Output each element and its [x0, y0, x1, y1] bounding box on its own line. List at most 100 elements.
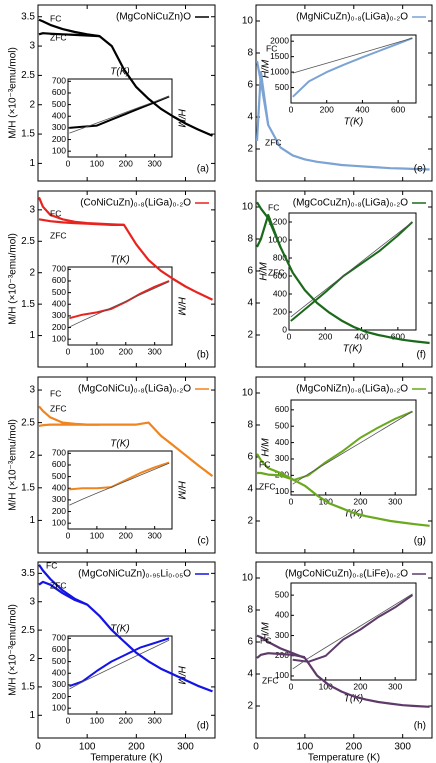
- annotation: FC: [50, 13, 61, 23]
- inset-x-label: T(K): [110, 67, 129, 78]
- y-tick-label: 10: [242, 388, 254, 399]
- inset-y-tick-label: 300: [275, 453, 289, 463]
- x-tick-label: 100: [297, 742, 314, 753]
- inset-y-tick-label: 800: [273, 252, 287, 262]
- y-tick-label: 4: [247, 669, 253, 680]
- annotation: FC: [266, 43, 277, 53]
- annotation: FC: [50, 388, 61, 398]
- y-tick-label: 8: [247, 48, 253, 59]
- inset-y-tick-label: 200: [273, 306, 287, 316]
- x-axis-label: Temperature (K): [90, 753, 162, 763]
- y-tick-label: 2: [29, 267, 35, 278]
- inset-x-tick-label: 200: [119, 158, 133, 168]
- inset-x-tick-label: 0: [289, 496, 294, 506]
- y-tick-label: 1: [29, 158, 35, 169]
- annotation: ZFC: [50, 32, 67, 42]
- y-tick-label: 1.5: [21, 129, 35, 140]
- inset-x-tick-label: 600: [391, 331, 405, 341]
- panel-label: (g): [414, 536, 426, 547]
- y-tick-label: 3: [29, 41, 35, 52]
- y-tick-label: 3: [29, 385, 35, 396]
- x-tick-label: 100: [79, 742, 96, 753]
- inset-x-tick-label: 0: [66, 158, 71, 168]
- inset-y-tick-label: 500: [275, 420, 289, 430]
- inset-y-tick-label: 1200: [268, 216, 287, 226]
- inset-y-label: H/M: [261, 438, 272, 457]
- annotation: FC: [259, 459, 270, 469]
- inset-y-tick-label: 100: [52, 145, 66, 155]
- annotation: ZFC: [259, 481, 276, 491]
- annotation: ZFC: [50, 403, 67, 413]
- inset-curve: [292, 594, 414, 663]
- inset-y-tick-label: 300: [52, 310, 66, 320]
- inset-x-label: T(K): [110, 624, 129, 635]
- y-tick-label: 6: [247, 637, 253, 648]
- y-tick-label: 8: [247, 420, 253, 431]
- inset-y-tick-label: 100: [52, 702, 66, 712]
- inset-curve: [69, 637, 170, 688]
- inset-x-tick-label: 200: [119, 715, 133, 725]
- annotation: ZFC: [50, 230, 67, 240]
- inset-curve: [69, 280, 170, 320]
- panel-label: (e): [414, 164, 426, 175]
- inset-frame: [290, 582, 417, 681]
- annotation: FC: [260, 635, 271, 645]
- inset-y-label: H/M: [175, 109, 186, 128]
- annotation: FC: [46, 560, 57, 570]
- inset-y-tick-label: 100: [52, 517, 66, 527]
- y-axis-label: M/H (×10⁻³emu/mol): [8, 604, 19, 696]
- inset-x-tick-label: 300: [388, 681, 402, 691]
- y-tick-label: 2.5: [21, 417, 35, 428]
- data-curve: [38, 423, 100, 427]
- inset-curve: [69, 461, 170, 491]
- inset-y-tick-label: 400: [52, 483, 66, 493]
- inset-y-tick-label: 400: [275, 437, 289, 447]
- legend-label: (MgCoNiZn)₀.₈(LiGa)₀.₂O: [296, 384, 408, 395]
- legend-label: (MgNiCuZn)₀.₈(LiGa)₀.₂O: [296, 12, 408, 23]
- y-tick-label: 1.5: [21, 482, 35, 493]
- inset-y-tick-label: 700: [52, 264, 66, 274]
- y-tick-label: 4: [247, 298, 253, 309]
- legend-label: (MgCoNiCuZn)O: [116, 12, 191, 23]
- plot-frame: [37, 4, 216, 182]
- x-tick-label: 0: [35, 742, 41, 753]
- inset-x-tick-label: 300: [148, 715, 162, 725]
- y-tick-label: 6: [247, 452, 253, 463]
- inset-y-tick-label: 1500: [270, 51, 289, 61]
- legend-label: (MgCoCuZn)₀.₈(LiGa)₀.₂O: [293, 198, 408, 209]
- inset-curve: [290, 221, 414, 322]
- inset-x-tick-label: 300: [148, 346, 162, 356]
- x-tick-label: 300: [177, 742, 194, 753]
- data-curve: [38, 218, 124, 226]
- annotation: FC: [50, 208, 61, 218]
- inset-x-tick-label: 100: [90, 530, 104, 540]
- panel-label: (c): [197, 536, 209, 547]
- x-axis-label: Temperature (K): [308, 753, 380, 763]
- inset-frame: [290, 34, 417, 104]
- inset-y-label: H/M: [175, 481, 186, 500]
- inset-y-tick-label: 300: [52, 122, 66, 132]
- plot-frame: [255, 190, 433, 368]
- inset-y-tick-label: 600: [275, 404, 289, 414]
- inset-frame: [290, 399, 417, 496]
- y-tick-label: 8: [247, 605, 253, 616]
- y-tick-label: 1.5: [21, 299, 35, 310]
- inset-curve: [292, 410, 413, 482]
- inset-x-tick-label: 200: [353, 496, 367, 506]
- panel-label: (b): [197, 350, 209, 361]
- y-axis-label: M/H (×10⁻³emu/mol): [8, 233, 19, 325]
- legend-label: (CoNiCuZn)₀.₈(LiGa)₀.₂O: [80, 198, 191, 209]
- inset-fit: [292, 411, 413, 485]
- inset-y-tick-label: 400: [275, 610, 289, 620]
- inset-y-tick-label: 200: [52, 322, 66, 332]
- data-curve: [256, 634, 430, 708]
- inset-x-tick-label: 300: [148, 158, 162, 168]
- inset-x-tick-label: 0: [66, 715, 71, 725]
- data-curve: [38, 405, 214, 477]
- x-tick-label: 200: [345, 742, 362, 753]
- annotation: ZFC: [262, 675, 279, 685]
- inset-x-label: T(K): [344, 117, 363, 128]
- y-tick-label: 2: [29, 99, 35, 110]
- data-curve: [38, 32, 100, 38]
